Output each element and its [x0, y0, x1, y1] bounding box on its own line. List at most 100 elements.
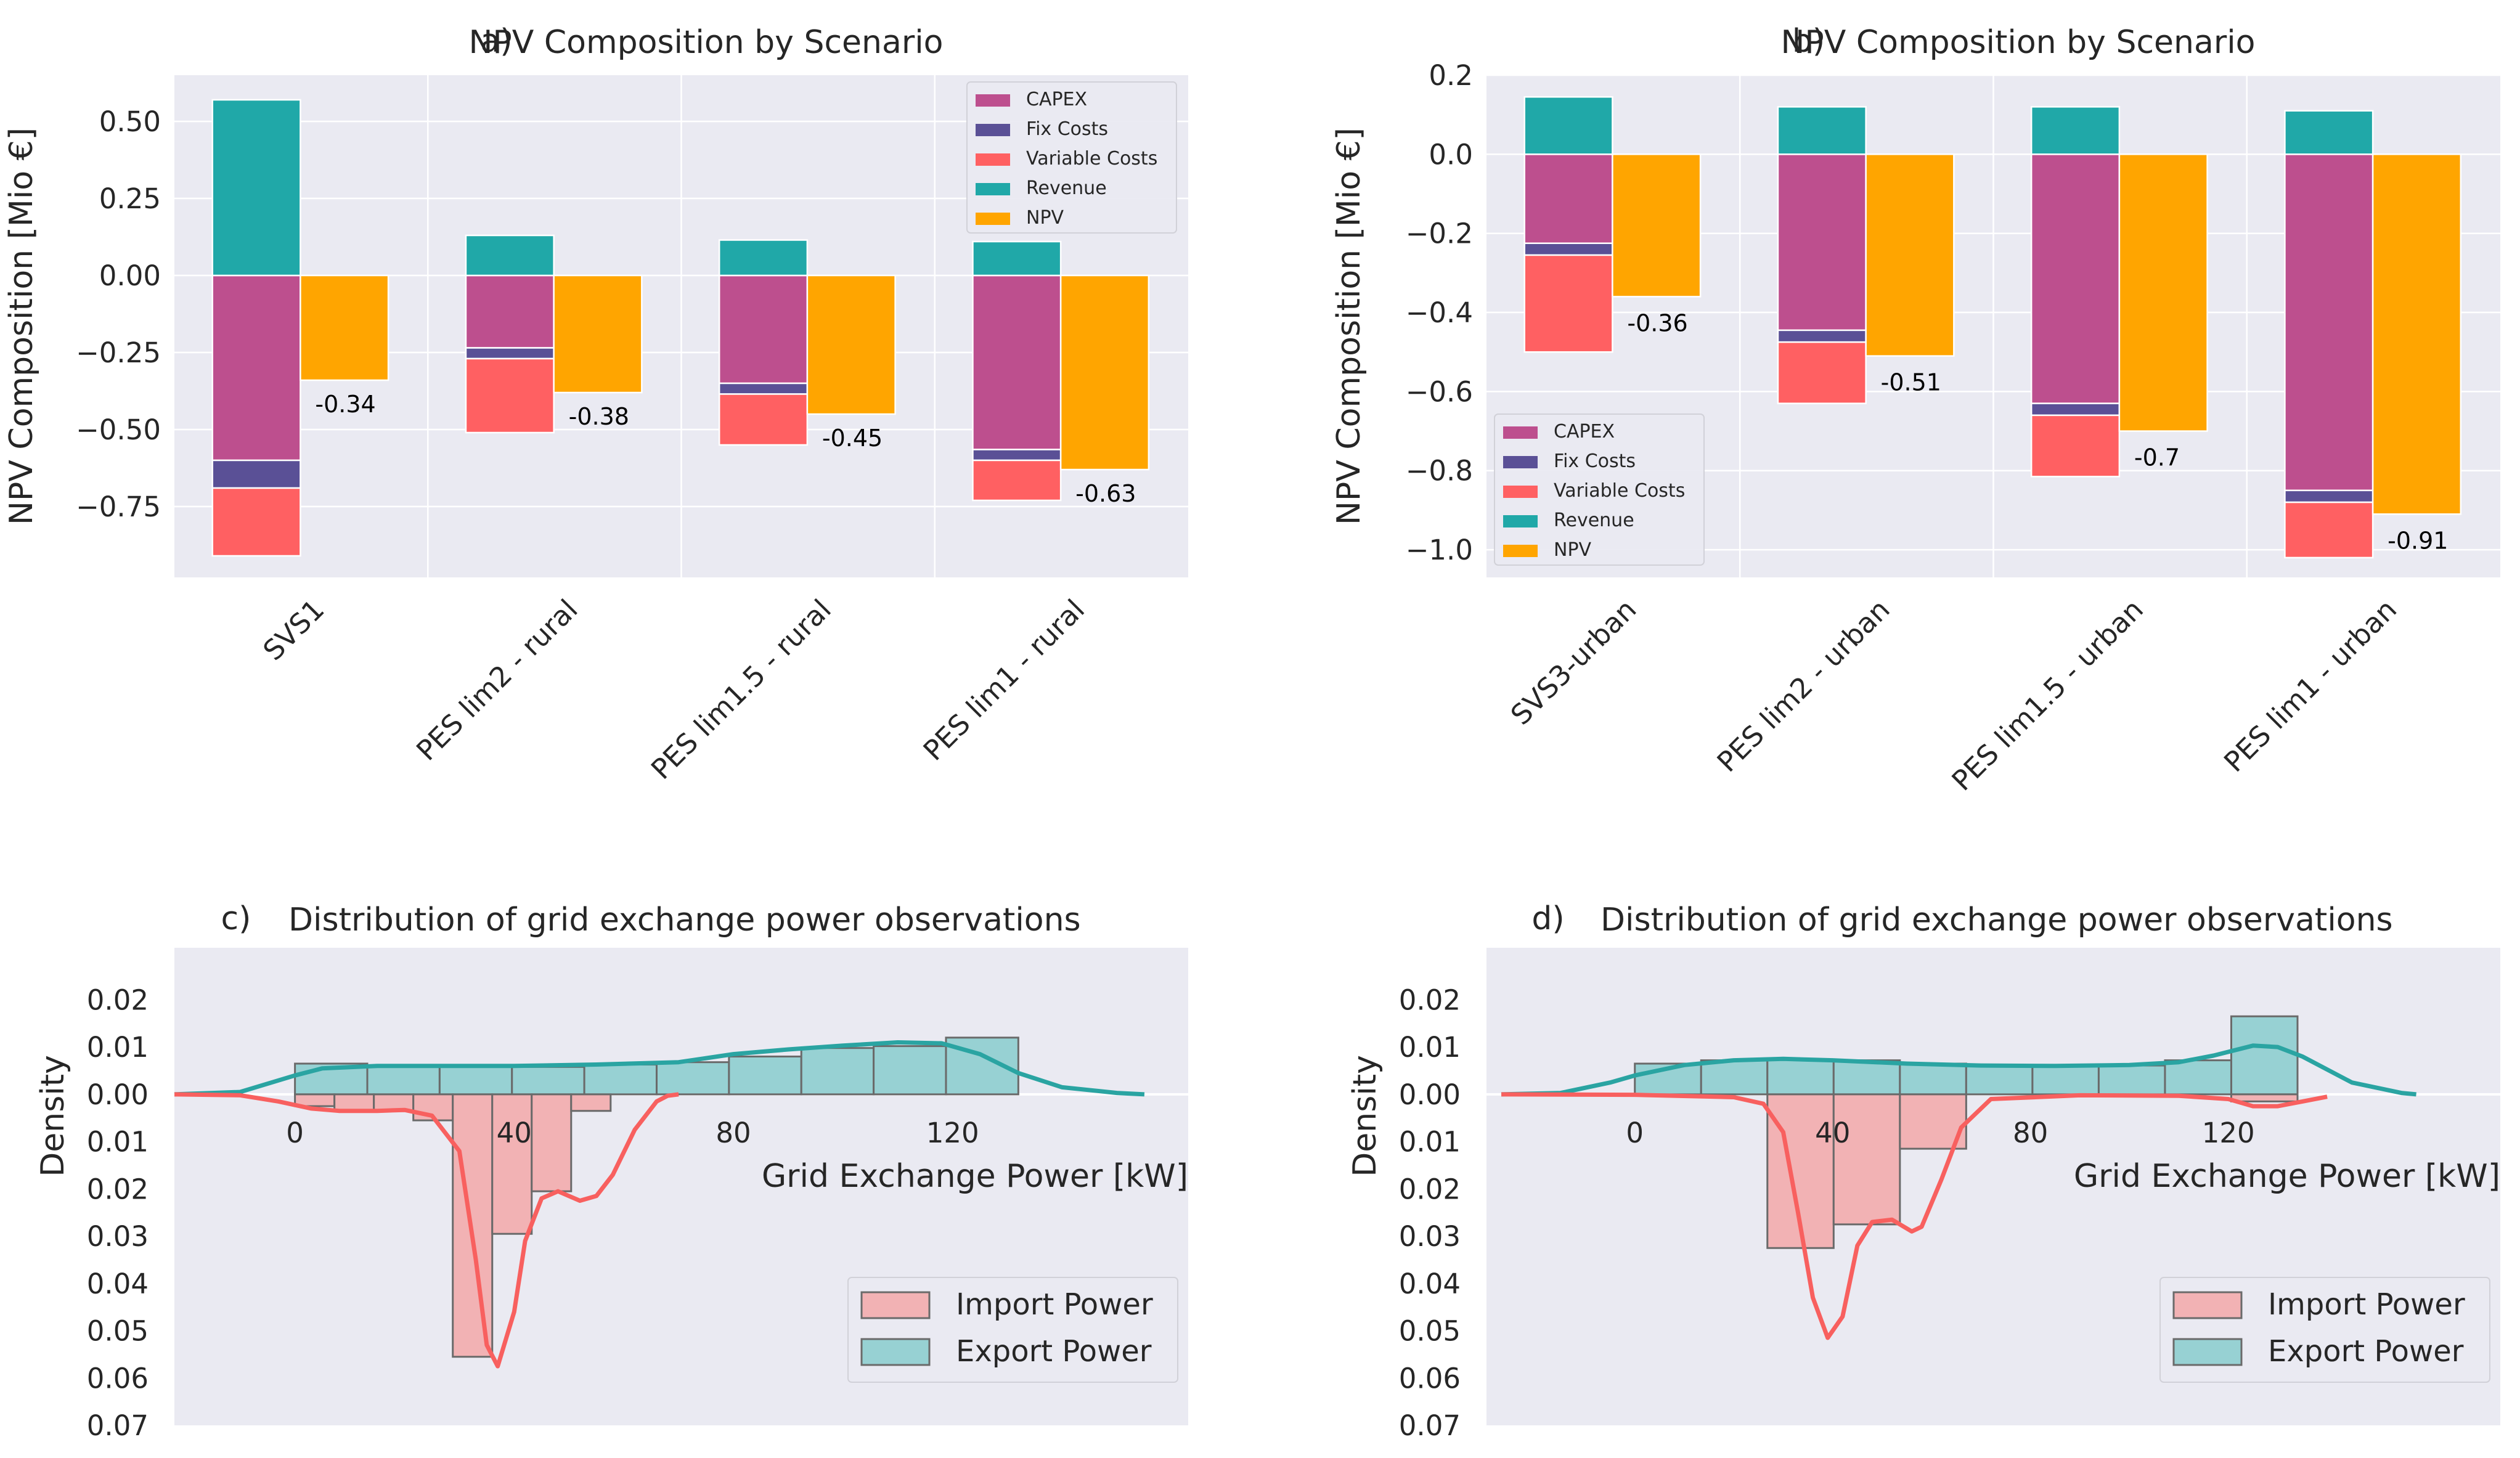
legend-entry: Import Power — [956, 1287, 1153, 1322]
legend-entry: Variable Costs — [1554, 480, 1685, 502]
x-tick-label: 80 — [2013, 1117, 2048, 1149]
legend-swatch — [976, 183, 1010, 195]
bar-capex — [718, 274, 809, 385]
x-axis-label: Grid Exchange Power [kW] — [2074, 1158, 2500, 1195]
y-tick-label: −0.50 — [76, 413, 161, 446]
npv-value-label: -0.34 — [315, 391, 375, 418]
bar-fix-costs — [718, 382, 809, 395]
y-axis-label: Density — [1347, 1055, 1384, 1177]
bar-capex — [1777, 153, 1867, 332]
bar-revenue — [2030, 106, 2121, 155]
import-histogram-bar — [491, 1093, 533, 1235]
bar-revenue — [465, 234, 555, 277]
legend-swatch — [976, 94, 1010, 107]
legend-swatch — [1503, 426, 1538, 439]
x-tick-label: 0 — [286, 1117, 304, 1149]
export-histogram-bar — [366, 1065, 441, 1096]
bar-npv — [300, 274, 389, 381]
y-tick-label: 0.50 — [99, 105, 161, 138]
export-histogram-bar — [1965, 1064, 2034, 1096]
export-histogram-bar — [1700, 1059, 1769, 1096]
export-histogram-bar — [2031, 1064, 2100, 1096]
y-tick-label: −0.4 — [1406, 296, 1473, 329]
y-axis-label: NPV Composition [Mio €] — [3, 128, 40, 525]
y-tick-label: 0.06 — [1399, 1362, 1461, 1395]
bar-fix-costs — [1777, 329, 1867, 343]
x-tick-label: 80 — [716, 1117, 751, 1149]
y-tick-label: 0.04 — [1399, 1268, 1461, 1300]
export-histogram-bar — [511, 1065, 585, 1096]
x-tick-label: 120 — [2202, 1117, 2255, 1149]
export-histogram-bar — [873, 1045, 947, 1096]
export-histogram-bar — [800, 1047, 875, 1096]
legend-entry: NPV — [1554, 539, 1592, 561]
bar-capex — [972, 274, 1062, 450]
panel-b-npv-urban: 0.2 0.0 −0.2 −0.4 −0.6 −0.8 −1.0 -0.36 SVS3-urba… — [1331, 23, 2500, 797]
legend-entry: Fix Costs — [1554, 450, 1636, 472]
legend-box — [847, 1277, 1178, 1383]
bar-capex — [1523, 153, 1613, 244]
bar-capex — [211, 274, 301, 462]
x-tick-label: 40 — [1815, 1117, 1850, 1149]
legend-swatch — [2172, 1291, 2243, 1319]
y-tick-label: 0.25 — [99, 182, 161, 215]
y-tick-label: 0.01 — [87, 1031, 149, 1064]
y-tick-label: 0.04 — [87, 1268, 149, 1300]
export-histogram-bar — [1766, 1058, 1835, 1096]
bar-npv — [2118, 153, 2208, 432]
y-tick-label: 0.07 — [1399, 1409, 1461, 1442]
bar-npv — [1612, 153, 1702, 298]
legend-entry: Revenue — [1554, 510, 1634, 531]
chart-title: Distribution of grid exchange power obse… — [1600, 902, 2393, 939]
legend-entry: Variable Costs — [1026, 148, 1157, 169]
y-tick-label: −0.8 — [1406, 455, 1473, 487]
bar-fix-costs — [465, 347, 555, 360]
bar-capex — [465, 274, 555, 349]
y-tick-label: 0.0 — [1429, 138, 1473, 171]
bar-revenue — [972, 240, 1062, 277]
export-histogram-bar — [2230, 1015, 2299, 1096]
bar-fix-costs — [2284, 489, 2374, 503]
chart-title: NPV Composition by Scenario — [469, 24, 944, 61]
panel-letter: b) — [1792, 23, 1825, 60]
y-tick-label: 0.00 — [1399, 1078, 1461, 1111]
bar-fix-costs — [972, 449, 1062, 462]
legend-entry: Export Power — [2268, 1334, 2464, 1369]
export-histogram-bar — [438, 1065, 513, 1096]
y-tick-label: 0.02 — [1399, 1173, 1461, 1205]
y-tick-label: 0.03 — [87, 1220, 149, 1253]
y-axis-label: NPV Composition [Mio €] — [1331, 128, 1368, 525]
legend-box — [1494, 413, 1705, 566]
bar-capex — [2284, 153, 2374, 492]
bar-fix-costs — [211, 459, 301, 489]
y-tick-label: 0.05 — [87, 1315, 149, 1348]
legend-swatch — [1503, 486, 1538, 498]
import-histogram-bar — [570, 1093, 612, 1112]
y-tick-label: −0.6 — [1406, 375, 1473, 408]
y-tick-label: 0.02 — [87, 1173, 149, 1205]
import-kde-curve — [1501, 1092, 2328, 1340]
legend-entry: Import Power — [2268, 1287, 2465, 1322]
export-histogram-bar — [2097, 1064, 2166, 1096]
export-histogram-bar — [1832, 1059, 1901, 1096]
legend-entry: Revenue — [1026, 177, 1107, 199]
x-tick-label: 40 — [497, 1117, 532, 1149]
y-tick-label: 0.01 — [1399, 1126, 1461, 1159]
y-tick-label: 0.05 — [1399, 1315, 1461, 1348]
bar-fix-costs — [1523, 242, 1613, 256]
y-axis-label: Density — [35, 1055, 71, 1177]
panel-d-distribution-urban: 0 40 80 120 Grid Exchange Power [kW] 0.02 0.01… — [1347, 900, 2500, 1442]
legend-swatch — [976, 124, 1010, 136]
y-tick-label: −1.0 — [1406, 534, 1473, 566]
y-tick-label: 0.01 — [87, 1126, 149, 1159]
export-kde-curve — [174, 1040, 1145, 1097]
legend-entry: NPV — [1026, 207, 1064, 229]
legend-box — [2159, 1277, 2490, 1383]
bar-fix-costs — [2030, 402, 2121, 417]
panel-letter: d) — [1531, 900, 1564, 937]
npv-value-label: -0.36 — [1627, 309, 1687, 336]
legend-swatch — [2172, 1338, 2243, 1366]
panel-a-npv-rural: 0.50 0.25 0.00 −0.25 −0.50 −0.75 -0.34 SVS1 -0.3… — [3, 23, 1188, 786]
legend-box — [966, 81, 1177, 234]
